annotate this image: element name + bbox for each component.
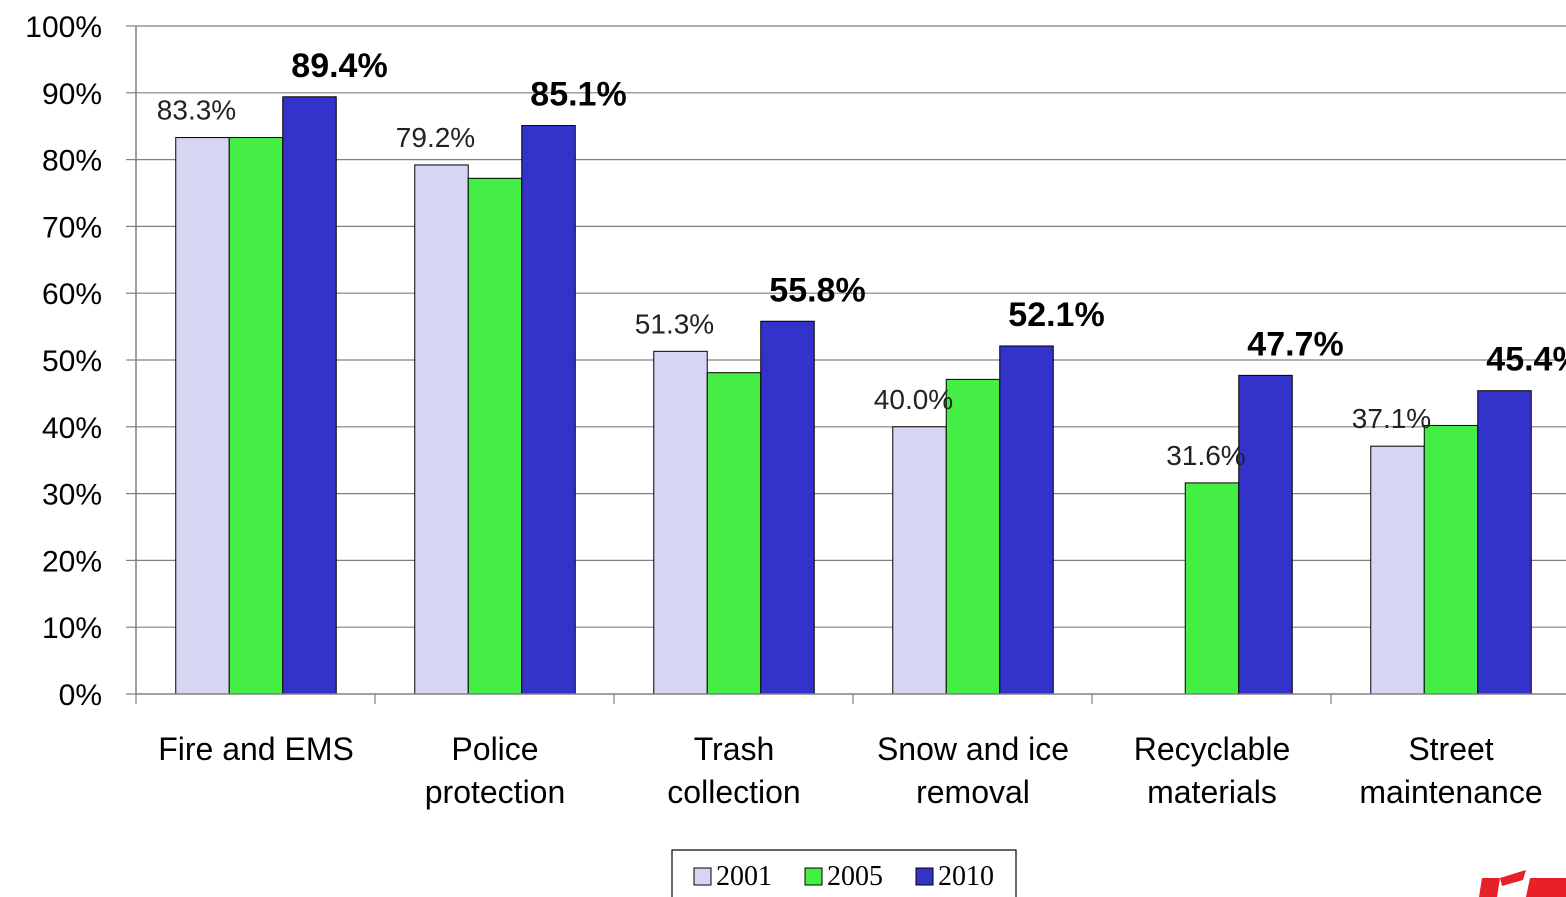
bar-2005: [1184, 482, 1240, 695]
bar-2005: [467, 177, 523, 695]
data-label: 83.3%: [157, 95, 236, 126]
bar-2005: [1423, 424, 1479, 695]
logo-fragment: [1479, 870, 1566, 897]
data-label: 37.1%: [1352, 403, 1431, 434]
y-tick-label: 90%: [42, 78, 102, 111]
legend-swatch-2001: [693, 867, 712, 886]
category-label: Snow and ice removal: [877, 731, 1069, 810]
bar-2001: [892, 426, 947, 695]
axes: [126, 25, 1566, 704]
data-label: 89.4%: [291, 47, 387, 85]
data-label: 31.6%: [1166, 440, 1245, 471]
data-labels: 83.3% 89.4% 79.2% 85.1% 51.3% 55.8% 40.0% 52.1%…: [157, 47, 1566, 471]
y-tick-label: 100%: [25, 11, 102, 44]
data-label: 47.7%: [1247, 325, 1343, 363]
data-label: 45.4%: [1486, 341, 1566, 379]
bar-2010: [760, 320, 815, 695]
bar-2010: [999, 345, 1054, 695]
y-tick-label: 10%: [42, 612, 102, 645]
legend-swatch-2010: [915, 867, 934, 886]
bar-2010: [1238, 374, 1293, 695]
legend-label: 2005: [827, 861, 883, 892]
legend-label: 2001: [716, 861, 772, 892]
logo-mark: [1479, 870, 1566, 897]
data-label: 79.2%: [396, 122, 475, 153]
bar-2010: [1477, 390, 1532, 695]
gridlines: [136, 25, 1566, 628]
bar-2010: [282, 96, 337, 695]
bar-2005: [706, 372, 762, 695]
bar-2001: [1370, 445, 1425, 695]
bars: [175, 96, 1532, 695]
bar-2001: [414, 164, 469, 695]
bar-2005: [945, 378, 1001, 695]
data-label: 52.1%: [1008, 296, 1104, 334]
y-tick-label: 0%: [59, 679, 102, 712]
y-tick-label: 30%: [42, 479, 102, 512]
y-tick-label: 40%: [42, 412, 102, 445]
y-tick-label: 60%: [42, 278, 102, 311]
legend-swatch-2005: [804, 867, 823, 886]
bar-2010: [521, 125, 576, 695]
bar-2005: [228, 137, 284, 695]
legend: 2001 2005 2010: [671, 849, 1017, 897]
legend-box: [671, 849, 1017, 897]
category-label: Fire and EMS: [158, 731, 354, 767]
bar-2001: [175, 137, 230, 695]
y-axis-tick-labels: 0% 10% 20% 30% 40% 50% 60% 70% 80% 90% 100%: [25, 11, 102, 712]
data-label: 40.0%: [874, 384, 953, 415]
data-label: 55.8%: [769, 271, 865, 309]
y-tick-label: 70%: [42, 211, 102, 244]
x-axis-category-labels: Fire and EMS Police protection Trash collect…: [158, 731, 1542, 810]
bar-2001: [653, 350, 708, 695]
y-tick-label: 80%: [42, 145, 102, 178]
category-label: Recyclable materials: [1134, 731, 1291, 810]
data-label: 51.3%: [635, 308, 714, 339]
category-label: Trash collection: [667, 731, 800, 810]
y-tick-label: 50%: [42, 345, 102, 378]
category-label: Police protection: [425, 731, 566, 810]
y-tick-label: 20%: [42, 545, 102, 578]
data-label: 85.1%: [530, 76, 626, 114]
category-label: Street maintenance: [1359, 731, 1542, 810]
legend-label: 2010: [938, 861, 994, 892]
